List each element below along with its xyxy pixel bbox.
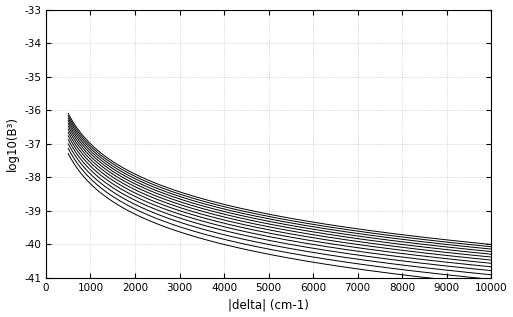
X-axis label: |delta| (cm-1): |delta| (cm-1) <box>228 298 309 311</box>
Y-axis label: log10(B³): log10(B³) <box>6 116 18 171</box>
